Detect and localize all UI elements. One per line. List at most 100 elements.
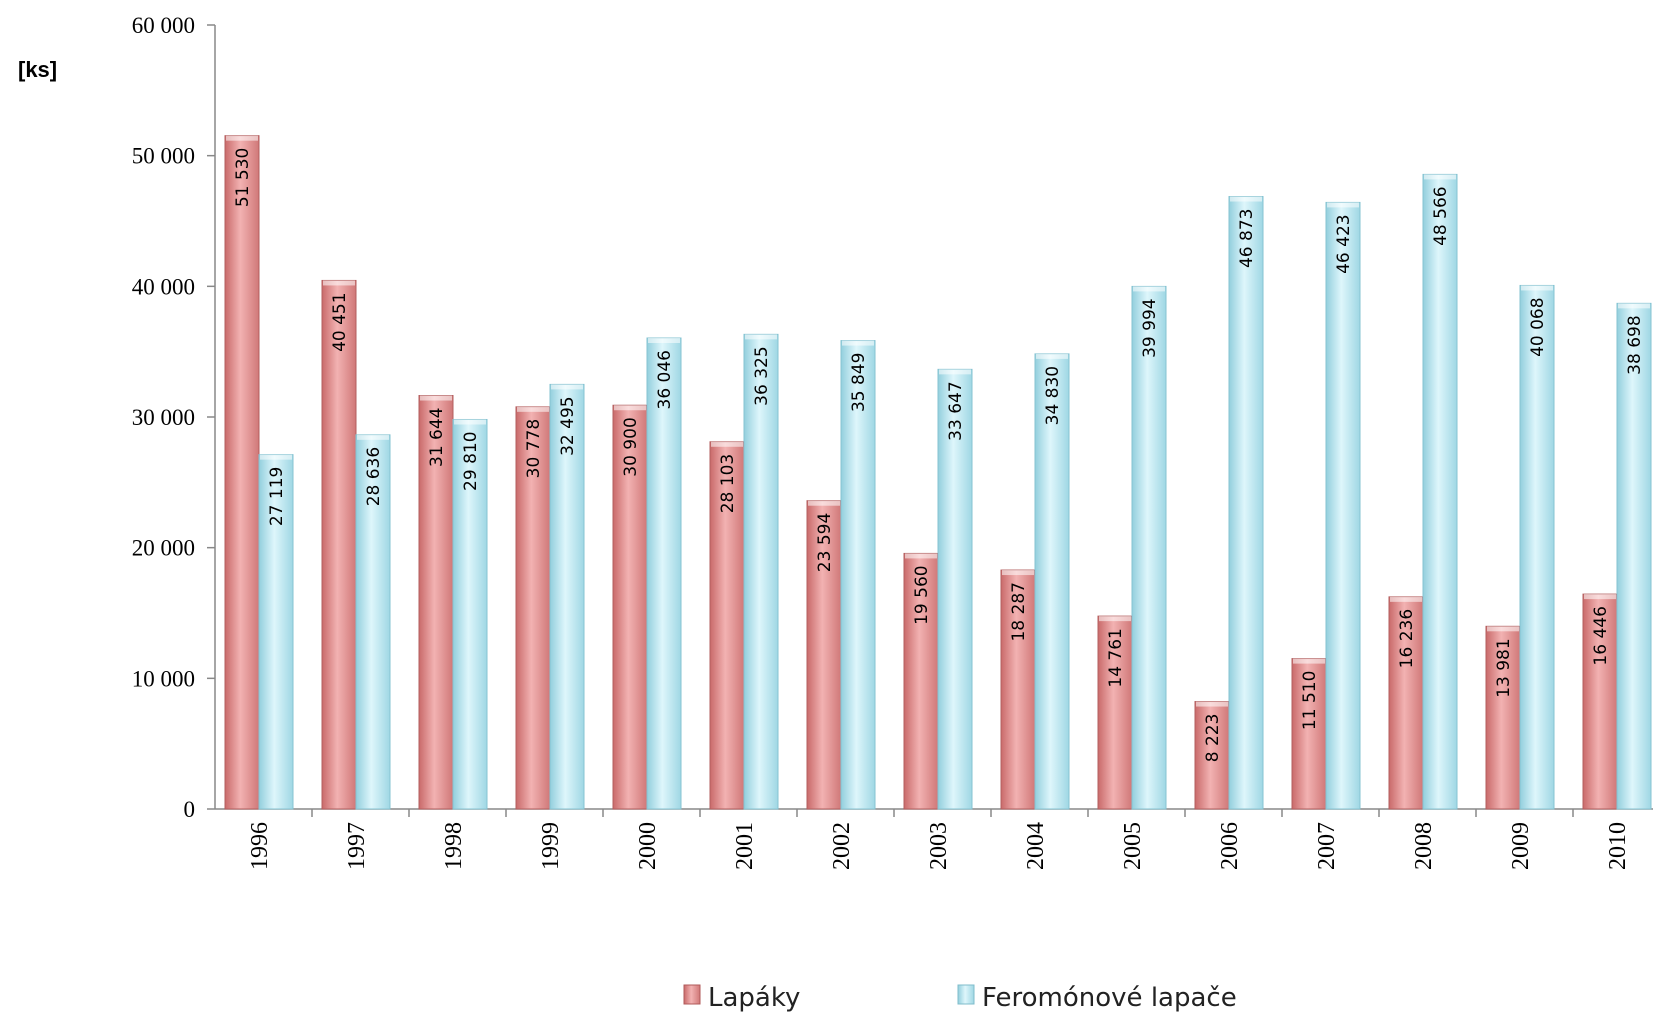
bar-highlight	[1618, 303, 1650, 309]
bar-highlight	[551, 384, 583, 390]
x-ticks: 1996 1997 1998 1999 2000 2001 2002 2003 2004 2005…	[247, 809, 1631, 870]
data-label: 14 761	[1106, 628, 1126, 687]
bar-highlight	[226, 135, 258, 141]
data-label: 35 849	[849, 353, 869, 412]
bar-feromonove-lapace-2006	[1228, 196, 1264, 810]
bar-highlight	[711, 441, 743, 447]
y-tick-label: 30 000	[132, 405, 195, 430]
data-label: 33 647	[946, 381, 966, 440]
data-label: 13 981	[1494, 638, 1514, 697]
y-tick-label: 40 000	[132, 274, 195, 299]
bar-feromonove-lapace-1997	[355, 434, 391, 810]
bar-highlight	[420, 395, 452, 401]
x-tick-label: 2009	[1508, 822, 1534, 870]
data-label: 29 810	[461, 431, 481, 490]
bar-lapaky-1998	[418, 395, 454, 810]
bar-feromonove-lapace-1999	[549, 383, 585, 810]
legend-label-feromonove-lapace: Feromónové lapače	[982, 983, 1237, 1013]
data-label: 34 830	[1043, 366, 1063, 425]
x-tick-label: 2003	[926, 822, 952, 870]
legend-label-lapaky: Lapáky	[708, 983, 800, 1013]
data-label: 28 103	[718, 454, 738, 513]
x-tick-label: 2005	[1120, 822, 1146, 870]
bar-highlight	[1584, 594, 1616, 600]
bar-lapaky-1996	[224, 135, 260, 810]
data-label: 48 566	[1431, 186, 1451, 245]
y-tick-label: 60 000	[132, 13, 195, 38]
y-tick-label: 50 000	[132, 144, 195, 169]
bar-highlight	[260, 454, 292, 460]
bar-highlight	[808, 500, 840, 506]
bar-highlight	[1390, 596, 1422, 602]
bar-highlight	[905, 553, 937, 559]
bar-highlight	[1002, 570, 1034, 576]
x-tick-label: 2000	[635, 822, 661, 870]
legend-swatch-feromonove-lapace	[957, 984, 975, 1005]
bar-highlight	[454, 419, 486, 425]
bars	[224, 135, 1652, 810]
data-label: 11 510	[1300, 671, 1320, 730]
y-tick-label: 20 000	[132, 536, 195, 561]
data-label: 19 560	[912, 565, 932, 624]
bar-highlight	[614, 405, 646, 411]
bar-feromonove-lapace-2002	[840, 340, 876, 810]
data-label: 27 119	[267, 467, 287, 526]
data-label: 36 046	[655, 350, 675, 409]
bar-lapaky-2005	[1097, 615, 1133, 810]
x-tick-label: 1998	[441, 822, 467, 870]
data-label: 31 644	[427, 408, 447, 467]
bar-feromonove-lapace-2010	[1616, 302, 1652, 810]
data-label: 30 900	[621, 417, 641, 476]
data-label: 51 530	[233, 148, 253, 207]
data-label: 38 698	[1625, 315, 1645, 374]
data-label: 16 446	[1591, 606, 1611, 665]
data-label: 32 495	[558, 396, 578, 455]
x-tick-label: 2004	[1023, 822, 1049, 870]
x-tick-label: 2006	[1217, 822, 1243, 870]
bar-highlight	[1036, 353, 1068, 359]
bar-feromonove-lapace-2005	[1131, 285, 1167, 810]
y-axis-unit-label: [ks]	[18, 57, 57, 82]
bar-lapaky-2006	[1194, 701, 1230, 810]
data-label: 46 873	[1237, 209, 1257, 268]
x-tick-label: 2002	[829, 822, 855, 870]
x-tick-label: 2007	[1314, 822, 1340, 870]
legend: Lapáky Feromónové lapače	[683, 983, 1237, 1013]
bar-lapaky-2003	[903, 552, 939, 810]
data-label: 23 594	[815, 513, 835, 572]
bar-lapaky-1997	[321, 279, 357, 810]
data-label: 39 994	[1140, 298, 1160, 357]
bar-highlight	[1293, 658, 1325, 664]
bar-highlight	[1424, 174, 1456, 180]
data-label: 40 451	[330, 292, 350, 351]
bar-feromonove-lapace-2009	[1519, 284, 1555, 810]
bar-feromonove-lapace-1998	[452, 418, 488, 810]
bar-lapaky-2008	[1388, 596, 1424, 810]
bar-highlight	[1133, 286, 1165, 292]
bar-highlight	[1196, 701, 1228, 707]
bar-feromonove-lapace-2008	[1422, 173, 1458, 810]
bar-feromonove-lapace-2003	[937, 368, 973, 810]
data-label: 30 778	[524, 419, 544, 478]
bar-highlight	[323, 280, 355, 286]
data-label: 18 287	[1009, 582, 1029, 641]
x-tick-label: 1999	[538, 822, 564, 870]
legend-swatch-lapaky	[683, 984, 701, 1005]
data-label: 46 423	[1334, 214, 1354, 273]
y-tick-label: 10 000	[132, 666, 195, 691]
bar-highlight	[648, 337, 680, 343]
x-tick-label: 1996	[247, 822, 273, 870]
bar-highlight	[1521, 285, 1553, 291]
data-label: 16 236	[1397, 609, 1417, 668]
bar-lapaky-2007	[1291, 658, 1327, 810]
data-label: 28 636	[364, 447, 384, 506]
bar-feromonove-lapace-2007	[1325, 201, 1361, 810]
y-ticks: 0 10 000 20 000 30 000 40 000 50 000 60 000	[132, 13, 215, 822]
x-tick-label: 2008	[1411, 822, 1437, 870]
data-labels: 51 530 27 119 40 451 28 636 31 644 29 810 30 7…	[233, 148, 1645, 763]
bar-feromonove-lapace-2000	[646, 337, 682, 810]
bar-lapaky-2000	[612, 404, 648, 810]
x-tick-label: 2001	[732, 822, 758, 870]
x-tick-label: 1997	[344, 822, 370, 870]
